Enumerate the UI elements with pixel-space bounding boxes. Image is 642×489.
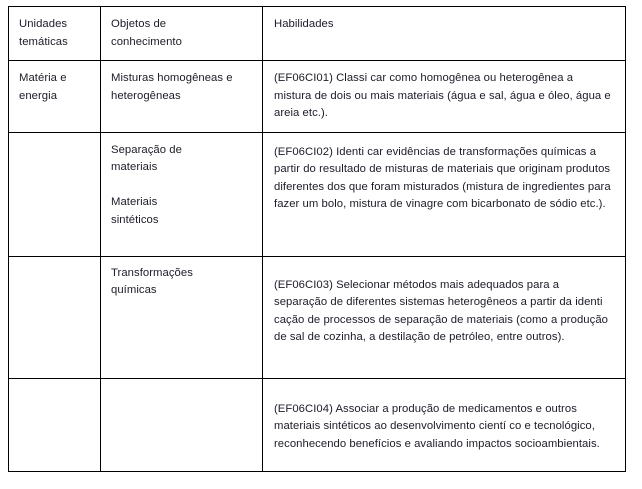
knowledge-line: Transformações xyxy=(111,266,193,279)
cell-objeto-conhecimento xyxy=(100,377,263,472)
cell-unidade-tematica xyxy=(8,255,101,379)
cell-unidade-tematica: Matéria e energia xyxy=(8,60,101,133)
table-header-row: Unidades temáticas Objetos de conhecimen… xyxy=(8,6,626,61)
header-line: Habilidades xyxy=(274,18,334,30)
header-cell-unidades-tematicas: Unidades temáticas xyxy=(8,6,101,61)
document-page: Unidades temáticas Objetos de conhecimen… xyxy=(8,6,626,472)
table-row: Matéria e energia Misturas homogêneas e … xyxy=(8,60,626,133)
header-cell-habilidades: Habilidades xyxy=(262,6,626,61)
unidade-tematica-text: Matéria e energia xyxy=(9,61,100,114)
knowledge-line: Separação de xyxy=(111,143,182,156)
cell-objeto-conhecimento: Misturas homogêneas e heterogêneas xyxy=(100,60,263,133)
table-row: (EF06CI04) Associar a produção de medica… xyxy=(8,377,626,472)
cell-habilidade: (EF06CI02) Identi car evidências de tran… xyxy=(262,131,626,257)
cell-objeto-conhecimento: Transformações químicas xyxy=(100,255,263,379)
knowledge-line: heterogêneas xyxy=(111,89,181,102)
habilidade-text-ef06ci03: (EF06CI03) Selecionar métodos mais adequ… xyxy=(274,278,608,344)
header-line: Objetos de xyxy=(111,18,167,30)
knowledge-line: Materiais xyxy=(111,196,158,208)
header-cell-objetos-de-conhecimento: Objetos de conhecimento xyxy=(100,6,263,61)
knowledge-line: materiais xyxy=(111,161,158,173)
objeto-conhecimento-text: Separação de materiais Materiais sintéti… xyxy=(101,133,262,239)
cell-unidade-tematica xyxy=(8,377,101,472)
curriculum-table: Unidades temáticas Objetos de conhecimen… xyxy=(8,6,626,472)
cell-objeto-conhecimento: Separação de materiais Materiais sintéti… xyxy=(100,131,263,257)
unidade-tematica-empty xyxy=(9,257,100,396)
header-line: conhecimento xyxy=(111,35,182,48)
objeto-conhecimento-text: Transformações químicas xyxy=(101,257,262,309)
habilidade-text-ef06ci01: (EF06CI01) Classi car como homogênea ou … xyxy=(274,72,611,119)
habilidade-text-ef06ci04: (EF06CI04) Associar a produção de medica… xyxy=(274,402,600,450)
table-row: Transformações químicas (EF06CI03) Selec… xyxy=(8,255,626,379)
cell-habilidade: (EF06CI03) Selecionar métodos mais adequ… xyxy=(262,255,626,379)
cell-habilidade: (EF06CI04) Associar a produção de medica… xyxy=(262,377,626,472)
header-text-habilidades: Habilidades xyxy=(263,7,625,43)
cell-unidade-tematica xyxy=(8,131,101,257)
header-text-objetos-de-conhecimento: Objetos de conhecimento xyxy=(101,7,262,60)
unit-line: Matéria e xyxy=(19,72,67,84)
header-line: Unidades xyxy=(19,18,68,30)
unidade-tematica-empty xyxy=(9,379,100,489)
knowledge-line: sintéticos xyxy=(111,213,159,226)
knowledge-line: químicas xyxy=(111,284,157,296)
cell-habilidade: (EF06CI01) Classi car como homogênea ou … xyxy=(262,60,626,133)
header-line: temáticas xyxy=(19,35,68,48)
table-row: Separação de materiais Materiais sintéti… xyxy=(8,131,626,257)
knowledge-line: Misturas homogêneas e xyxy=(111,72,233,84)
unit-line: energia xyxy=(19,89,58,102)
objeto-conhecimento-text: Misturas homogêneas e heterogêneas xyxy=(101,61,262,114)
habilidade-text-ef06ci02: (EF06CI02) Identi car evidências de tran… xyxy=(274,145,611,211)
unidade-tematica-empty xyxy=(9,133,100,274)
objeto-conhecimento-empty xyxy=(101,379,262,489)
header-text-unidades-tematicas: Unidades temáticas xyxy=(9,7,100,60)
